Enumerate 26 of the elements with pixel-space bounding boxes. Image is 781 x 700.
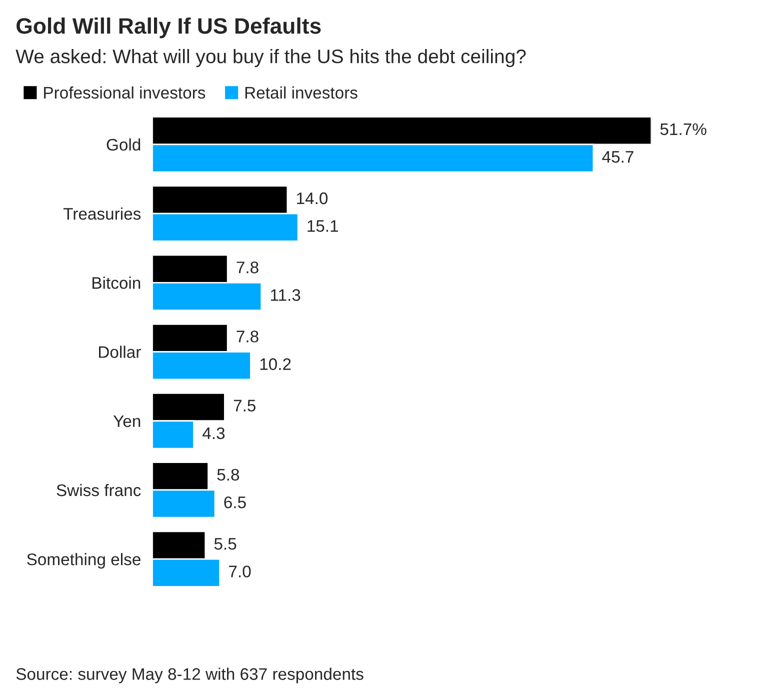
data-label: 5.8 xyxy=(217,468,240,481)
data-label: 11.3 xyxy=(270,289,300,301)
data-label: 10.2 xyxy=(260,358,291,370)
data-label: 51.7% xyxy=(660,123,706,136)
y-tick-label: Treasuries xyxy=(63,208,141,220)
legend-label: Retail investors xyxy=(245,86,358,99)
data-label: 45.7 xyxy=(602,151,634,163)
y-tick-label: Something else xyxy=(27,553,140,569)
data-label: 4.3 xyxy=(202,427,225,440)
data-label: 7.8 xyxy=(236,262,258,274)
data-label: 5.5 xyxy=(214,538,236,550)
data-label: 15.1 xyxy=(308,220,338,232)
source-note: Source: survey May 8-12 with 637 respondents xyxy=(16,668,364,684)
data-label: 6.5 xyxy=(224,496,246,508)
data-label: 7.0 xyxy=(229,566,251,578)
y-tick-label: Gold xyxy=(106,138,140,151)
y-tick-label: Swiss franc xyxy=(56,484,141,496)
y-tick-label: Yen xyxy=(113,415,140,428)
y-tick-label: Dollar xyxy=(99,346,141,358)
chart-subtitle: We asked: What will you buy if the US hits the debt ceiling? xyxy=(16,49,526,68)
data-label: 7.8 xyxy=(236,330,258,342)
data-label: 7.5 xyxy=(234,400,256,412)
y-tick-label: Bitcoin xyxy=(92,276,140,289)
legend-label: Professional investors xyxy=(44,86,206,99)
chart-title: Gold Will Rally If US Defaults xyxy=(16,18,321,38)
data-label: 14.0 xyxy=(297,192,328,204)
